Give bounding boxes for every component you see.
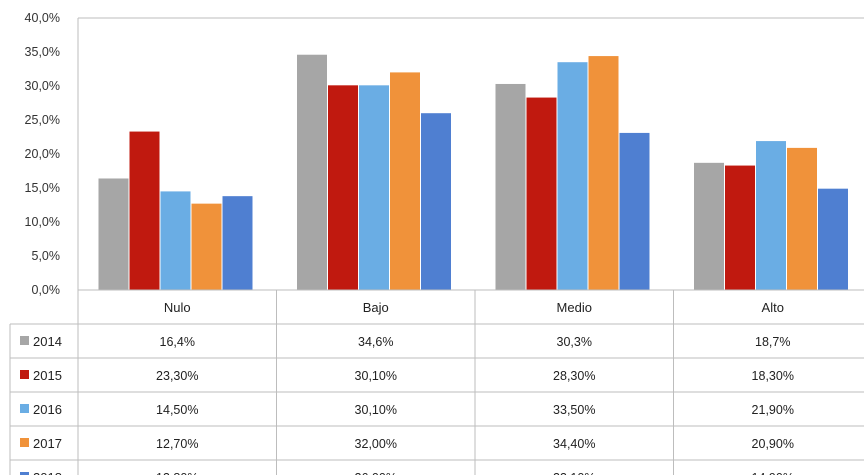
table-cell: 21,90% (752, 403, 794, 417)
table-cell: 23,30% (156, 369, 198, 383)
bar-2018-nulo (222, 196, 253, 290)
legend-key-2016 (20, 404, 29, 413)
bar-2015-alto (725, 165, 755, 290)
table-cell: 16,4% (160, 335, 195, 349)
category-label-nulo: Nulo (164, 300, 191, 315)
bar-2018-bajo (421, 113, 451, 290)
series-label-2015: 2015 (33, 368, 62, 383)
y-tick-label: 20,0% (25, 147, 60, 161)
legend-key-2017 (20, 438, 29, 447)
table-cell: 14,50% (156, 403, 198, 417)
table-cell: 28,30% (553, 369, 595, 383)
table-cell: 34,6% (358, 335, 393, 349)
y-tick-label: 15,0% (25, 181, 60, 195)
y-tick-label: 30,0% (25, 79, 60, 93)
series-label-2017: 2017 (33, 436, 62, 451)
bar-2018-medio (619, 132, 650, 290)
bar-2014-medio (495, 83, 526, 291)
table-cell: 20,90% (752, 437, 794, 451)
series-label-2014: 2014 (33, 334, 62, 349)
y-tick-label: 40,0% (25, 11, 60, 25)
legend-key-2018 (20, 472, 29, 475)
table-cell: 13,80% (156, 471, 198, 475)
bar-2015-nulo (129, 131, 160, 290)
legend-key-2015 (20, 370, 29, 379)
table-cell: 30,10% (355, 403, 397, 417)
legend-key-2014 (20, 336, 29, 345)
table-cell: 33,50% (553, 403, 595, 417)
table-cell: 12,70% (156, 437, 198, 451)
bar-2014-alto (694, 162, 724, 290)
table-cell: 26,00% (355, 471, 397, 475)
bar-2014-nulo (98, 178, 129, 290)
bar-2017-alto (787, 147, 817, 290)
y-tick-label: 0,0% (32, 283, 61, 297)
bar-2014-bajo (297, 54, 327, 290)
series-label-2018: 2018 (33, 470, 62, 475)
table-cell: 14,90% (752, 471, 794, 475)
series-label-2016: 2016 (33, 402, 62, 417)
bar-2016-medio (557, 62, 588, 291)
bar-2016-bajo (359, 85, 389, 290)
category-label-alto: Alto (762, 300, 784, 315)
y-tick-label: 35,0% (25, 45, 60, 59)
table-cell: 18,7% (755, 335, 790, 349)
table-cell: 32,00% (355, 437, 397, 451)
bar-2017-nulo (191, 203, 222, 290)
bar-2016-nulo (160, 191, 191, 290)
bar-2015-medio (526, 97, 557, 290)
bar-2018-alto (818, 188, 848, 290)
table-cell: 34,40% (553, 437, 595, 451)
table-cell: 30,3% (557, 335, 592, 349)
y-tick-label: 25,0% (25, 113, 60, 127)
bar-2017-medio (588, 56, 619, 290)
category-label-medio: Medio (557, 300, 592, 315)
table-cell: 30,10% (355, 369, 397, 383)
y-tick-label: 5,0% (32, 249, 61, 263)
category-label-bajo: Bajo (363, 300, 389, 315)
table-cell: 23,10% (553, 471, 595, 475)
bar-2015-bajo (328, 85, 358, 290)
table-cell: 18,30% (752, 369, 794, 383)
y-tick-label: 10,0% (25, 215, 60, 229)
bar-2017-bajo (390, 72, 420, 291)
bar-2016-alto (756, 141, 786, 290)
